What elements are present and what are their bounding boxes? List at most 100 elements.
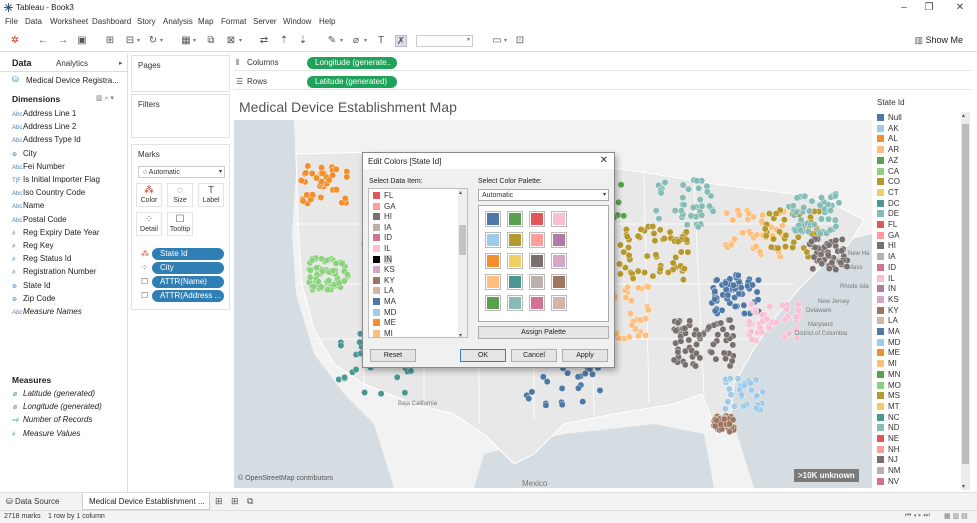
establishment-mark[interactable] — [717, 319, 725, 327]
establishment-mark[interactable] — [818, 215, 825, 223]
establishment-mark[interactable] — [332, 259, 340, 267]
show-cards-icon[interactable]: ▭ — [492, 35, 502, 46]
establishment-mark[interactable] — [304, 162, 312, 170]
establishment-mark[interactable] — [683, 236, 691, 244]
legend-item[interactable]: AL — [877, 134, 898, 143]
establishment-mark[interactable] — [765, 324, 773, 332]
columns-pill-longitude[interactable]: Longitude (generate.. — [307, 57, 397, 69]
establishment-mark[interactable] — [616, 241, 624, 249]
establishment-mark[interactable] — [780, 333, 788, 341]
fit-dropdown[interactable]: ▾ — [416, 35, 473, 47]
establishment-mark[interactable] — [722, 355, 729, 363]
establishment-mark[interactable] — [767, 243, 775, 251]
palette-swatch[interactable] — [529, 253, 545, 269]
establishment-mark[interactable] — [525, 395, 533, 402]
establishment-mark[interactable] — [783, 305, 790, 313]
establishment-mark[interactable] — [792, 313, 800, 321]
establishment-mark[interactable] — [723, 209, 731, 217]
establishment-mark[interactable] — [795, 300, 802, 308]
data-item-list[interactable]: FL GA HI IA ID IL IN KS KY LA MA MD ME MI ▴ ▾ — [368, 188, 468, 338]
establishment-mark[interactable] — [800, 204, 808, 211]
palette-swatch[interactable] — [529, 211, 545, 227]
legend-item[interactable]: KY — [877, 306, 899, 315]
establishment-mark[interactable] — [683, 221, 691, 229]
pages-card[interactable]: Pages — [131, 55, 230, 92]
legend-item[interactable]: ME — [877, 348, 900, 357]
unknown-badge[interactable]: >10K unknown — [794, 469, 859, 482]
menu-data[interactable]: Data — [25, 17, 42, 26]
establishment-mark[interactable] — [637, 225, 645, 233]
establishment-mark[interactable] — [677, 207, 685, 215]
establishment-mark[interactable] — [664, 268, 672, 276]
establishment-mark[interactable] — [831, 216, 839, 224]
group-members-icon[interactable]: ⌀ — [352, 35, 360, 46]
establishment-mark[interactable] — [735, 290, 743, 298]
establishment-mark[interactable] — [806, 207, 813, 215]
palette-swatch[interactable] — [551, 211, 567, 227]
establishment-mark[interactable] — [319, 170, 326, 177]
palette-swatch[interactable] — [485, 295, 501, 311]
scroll-up-icon[interactable]: ▴ — [962, 113, 966, 119]
establishment-mark[interactable] — [705, 323, 713, 331]
minimize-icon[interactable]: – — [901, 2, 907, 13]
scroll-thumb[interactable] — [459, 225, 466, 255]
establishment-mark[interactable] — [748, 386, 755, 394]
establishment-mark[interactable] — [655, 215, 663, 223]
establishment-mark[interactable] — [679, 181, 687, 189]
establishment-mark[interactable] — [657, 189, 665, 197]
establishment-mark[interactable] — [629, 275, 637, 282]
establishment-mark[interactable] — [558, 401, 566, 409]
chevron-down-icon[interactable]: ▾ — [340, 38, 344, 44]
establishment-mark[interactable] — [711, 288, 719, 296]
establishment-mark[interactable] — [317, 194, 325, 201]
establishment-mark[interactable] — [720, 349, 728, 357]
establishment-mark[interactable] — [739, 229, 746, 237]
establishment-mark[interactable] — [698, 202, 706, 210]
establishment-mark[interactable] — [621, 264, 629, 272]
establishment-mark[interactable] — [758, 311, 766, 319]
dimension-field[interactable]: AbcName — [12, 201, 45, 211]
establishment-mark[interactable] — [745, 317, 753, 325]
dimension-field[interactable]: T|F Is Initial Importer Flag — [12, 175, 100, 184]
establishment-mark[interactable] — [738, 391, 745, 399]
establishment-mark[interactable] — [735, 211, 743, 219]
establishment-mark[interactable] — [794, 306, 802, 314]
establishment-mark[interactable] — [314, 278, 322, 286]
establishment-mark[interactable] — [692, 362, 699, 370]
dimension-field[interactable]: ⊕ State Id — [12, 280, 51, 290]
marks-pill-attr-address[interactable]: ATTR(Address ... — [152, 290, 224, 302]
establishment-mark[interactable] — [778, 222, 786, 230]
establishment-mark[interactable] — [542, 401, 550, 409]
establishment-mark[interactable] — [539, 373, 547, 381]
tab-analytics[interactable]: Analytics — [56, 59, 89, 68]
establishment-mark[interactable] — [624, 283, 632, 291]
legend-item[interactable]: FL — [877, 220, 897, 229]
establishment-mark[interactable] — [324, 286, 332, 294]
legend-item[interactable]: IN — [877, 284, 896, 293]
establishment-mark[interactable] — [669, 259, 677, 267]
establishment-mark[interactable] — [793, 334, 801, 342]
establishment-mark[interactable] — [804, 228, 812, 235]
establishment-mark[interactable] — [774, 244, 782, 252]
establishment-mark[interactable] — [625, 251, 633, 259]
establishment-mark[interactable] — [755, 276, 762, 284]
fix-axes-icon[interactable]: ✗ — [395, 35, 407, 47]
establishment-mark[interactable] — [726, 316, 734, 324]
establishment-mark[interactable] — [816, 201, 824, 209]
establishment-mark[interactable] — [797, 226, 804, 234]
establishment-mark[interactable] — [748, 336, 756, 343]
data-item[interactable]: IA — [373, 223, 392, 232]
establishment-mark[interactable] — [649, 223, 657, 230]
establishment-mark[interactable] — [641, 269, 648, 276]
establishment-mark[interactable] — [627, 310, 634, 317]
establishment-mark[interactable] — [677, 337, 685, 345]
legend-item[interactable]: Null — [877, 113, 902, 122]
establishment-mark[interactable] — [393, 373, 401, 381]
establishment-mark[interactable] — [809, 265, 817, 273]
legend-item[interactable]: MN — [877, 370, 900, 379]
establishment-mark[interactable] — [753, 392, 761, 399]
establishment-mark[interactable] — [309, 191, 316, 199]
establishment-mark[interactable] — [338, 260, 346, 268]
clear-sheet-icon[interactable]: ⊠ — [226, 35, 236, 46]
show-me-button[interactable]: ▥ Show Me — [914, 35, 963, 45]
